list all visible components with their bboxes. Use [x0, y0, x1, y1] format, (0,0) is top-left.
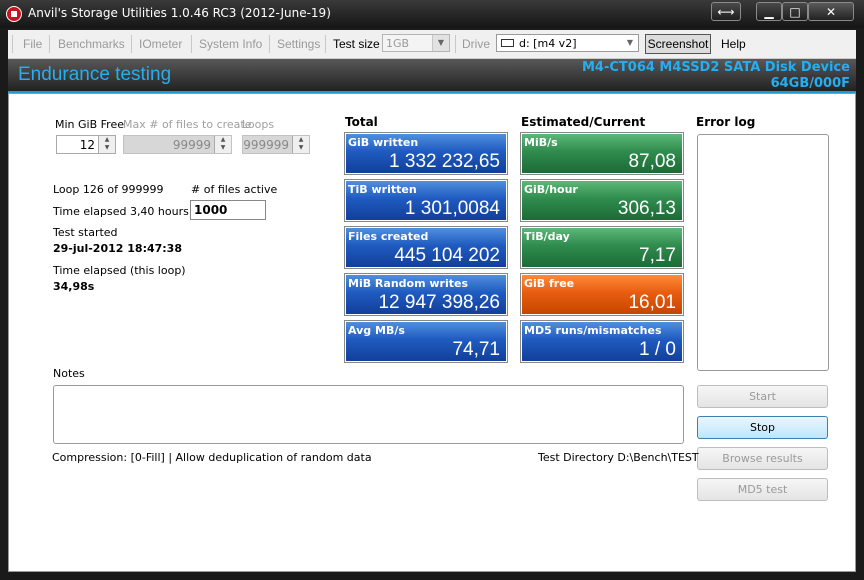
spin-arrows-icon[interactable]: ▲ ▼ — [98, 136, 115, 153]
tile-label: MiB Random writes — [348, 277, 469, 290]
tile-tib-day: TiB/day 7,17 — [520, 226, 684, 269]
menu-separator — [49, 35, 50, 53]
tile-md5-runs: MD5 runs/mismatches 1 / 0 — [520, 320, 684, 363]
tile-value: 445 104 202 — [394, 245, 500, 266]
tile-label: TiB/day — [524, 230, 570, 243]
loop-status: Loop 126 of 999999 — [53, 183, 164, 196]
menu-iometer[interactable]: IOmeter — [139, 37, 183, 51]
menu-separator — [191, 35, 192, 53]
chevron-down-icon[interactable]: ▼ — [622, 35, 638, 51]
tile-value: 1 / 0 — [639, 339, 676, 360]
loop-elapsed-label: Time elapsed (this loop) — [53, 264, 186, 277]
test-size-label: Test size — [333, 37, 380, 51]
test-size-select[interactable]: 1GB ▼ — [382, 34, 450, 52]
spin-arrows-icon[interactable]: ▲ ▼ — [292, 136, 309, 153]
tile-value: 74,71 — [452, 339, 500, 360]
device-name: M4-CT064 M4SSD2 SATA Disk Device — [581, 60, 850, 75]
loops-stepper[interactable]: 999999 ▲ ▼ — [242, 135, 310, 154]
total-heading: Total — [345, 115, 378, 129]
estimated-heading: Estimated/Current — [521, 115, 646, 129]
min-gib-free-value: 12 — [79, 138, 95, 152]
loop-elapsed-value: 34,98s — [53, 280, 95, 293]
max-files-stepper[interactable]: 99999 ▲ ▼ — [123, 135, 232, 154]
tile-tib-written: TiB written 1 301,0084 — [344, 179, 508, 222]
tile-label: GiB/hour — [524, 183, 578, 196]
tile-gib-hour: GiB/hour 306,13 — [520, 179, 684, 222]
tile-label: MiB/s — [524, 136, 558, 149]
tile-label: GiB free — [524, 277, 575, 290]
tile-mib-random-writes: MiB Random writes 12 947 398,26 — [344, 273, 508, 316]
tile-label: Files created — [348, 230, 429, 243]
tile-value: 12 947 398,26 — [378, 292, 500, 313]
menu-separator — [325, 35, 326, 53]
tile-gib-free: GiB free 16,01 — [520, 273, 684, 316]
tile-label: TiB written — [348, 183, 417, 196]
tile-value: 7,17 — [639, 245, 676, 266]
tile-value: 1 301,0084 — [404, 198, 500, 219]
tile-value: 1 332 232,65 — [389, 151, 500, 172]
menu-separator — [455, 35, 456, 53]
test-started-label: Test started — [53, 226, 118, 239]
compression-info: Compression: [0-Fill] | Allow deduplicat… — [52, 451, 372, 464]
chevron-down-icon[interactable]: ▼ — [432, 35, 449, 51]
page-header: Endurance testing M4-CT064 M4SSD2 SATA D… — [8, 59, 856, 93]
menu-grip — [12, 35, 13, 53]
max-files-label: Max # of files to create — [123, 118, 252, 131]
device-id: 64GB/000F — [770, 76, 850, 91]
min-gib-free-label: Min GiB Free — [55, 118, 124, 131]
tile-avg-mbs: Avg MB/s 74,71 — [344, 320, 508, 363]
close-button[interactable]: ✕ — [808, 2, 854, 21]
min-gib-free-stepper[interactable]: 12 ▲ ▼ — [56, 135, 116, 154]
drive-icon — [501, 39, 514, 47]
tile-gib-written: GiB written 1 332 232,65 — [344, 132, 508, 175]
notes-label: Notes — [53, 367, 85, 380]
test-size-value: 1GB — [386, 37, 410, 50]
menu-bar: File Benchmarks IOmeter System Info Sett… — [8, 30, 856, 59]
tile-mibs: MiB/s 87,08 — [520, 132, 684, 175]
test-directory: Test Directory D:\Bench\TEST — [538, 451, 699, 464]
tile-label: GiB written — [348, 136, 419, 149]
notes-textarea[interactable] — [53, 385, 684, 444]
stop-button[interactable]: Stop — [697, 416, 828, 439]
tile-value: 16,01 — [628, 292, 676, 313]
files-active-field[interactable]: 1000 — [190, 200, 266, 220]
tile-files-created: Files created 445 104 202 — [344, 226, 508, 269]
tile-label: MD5 runs/mismatches — [524, 324, 662, 337]
test-started-value: 29-jul-2012 18:47:38 — [53, 242, 182, 255]
screenshot-button[interactable]: Screenshot — [645, 34, 711, 54]
main-panel: Min GiB Free 12 ▲ ▼ Max # of files to cre… — [8, 93, 856, 572]
tile-value: 306,13 — [617, 198, 676, 219]
start-button[interactable]: Start — [697, 385, 828, 408]
app-logo-icon — [6, 6, 22, 22]
browse-results-button[interactable]: Browse results — [697, 447, 828, 470]
menu-file[interactable]: File — [23, 37, 43, 51]
minimize-button[interactable]: ▁ — [756, 2, 782, 21]
tile-value: 87,08 — [628, 151, 676, 172]
loops-label: Loops — [242, 118, 275, 131]
error-log-heading: Error log — [696, 115, 756, 129]
page-title: Endurance testing — [18, 64, 172, 85]
menu-help[interactable]: Help — [721, 37, 746, 51]
menu-system-info[interactable]: System Info — [199, 37, 263, 51]
drive-value: d: [m4 v2] — [519, 37, 577, 50]
max-files-value: 99999 — [172, 138, 211, 152]
error-log-box[interactable] — [697, 134, 829, 371]
tile-label: Avg MB/s — [348, 324, 405, 337]
md5-test-button[interactable]: MD5 test — [697, 478, 828, 501]
drive-select[interactable]: d: [m4 v2] ▼ — [496, 34, 639, 52]
menu-separator — [269, 35, 270, 53]
files-active-label: # of files active — [191, 183, 278, 196]
title-bar[interactable]: Anvil's Storage Utilities 1.0.46 RC3 (20… — [0, 0, 864, 28]
spin-arrows-icon[interactable]: ▲ ▼ — [214, 136, 231, 153]
loops-value: 999999 — [243, 138, 289, 152]
menu-settings[interactable]: Settings — [277, 37, 321, 51]
drive-label: Drive — [462, 37, 491, 51]
menu-separator — [131, 35, 132, 53]
time-elapsed: Time elapsed 3,40 hours — [53, 205, 189, 218]
maximize-button[interactable]: □ — [782, 2, 808, 21]
swap-arrows-button[interactable]: ⟷ — [711, 2, 741, 21]
menu-benchmarks[interactable]: Benchmarks — [58, 37, 125, 51]
window-title: Anvil's Storage Utilities 1.0.46 RC3 (20… — [28, 6, 331, 20]
